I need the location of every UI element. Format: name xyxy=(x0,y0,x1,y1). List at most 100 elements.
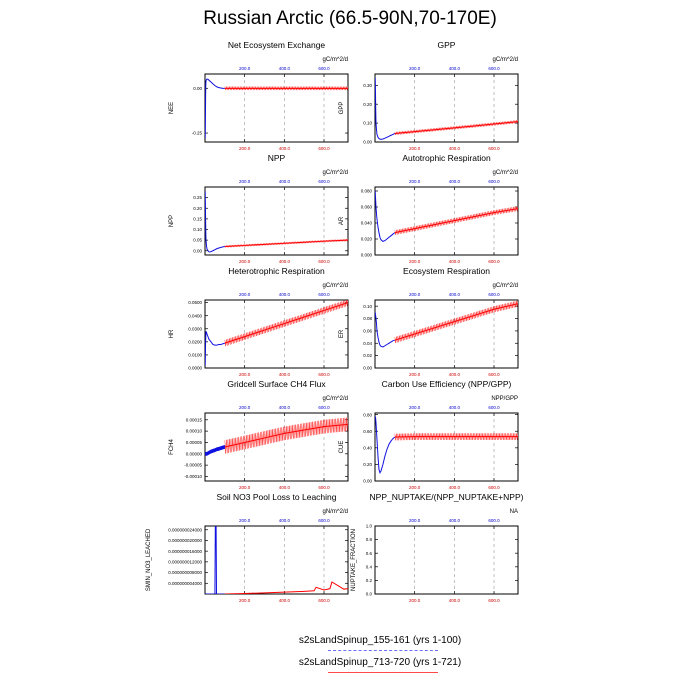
units-label: gC/m^2/d xyxy=(323,170,349,176)
x-tick-label-bottom: 600.0 xyxy=(488,598,500,603)
y-tick-label: 0.0500 xyxy=(188,300,202,305)
y-tick-label: 0.000000016000 xyxy=(168,549,202,554)
series-line-red xyxy=(224,581,348,594)
y-tick-label: 0.00 xyxy=(363,140,372,145)
x-tick-label-bottom: 600.0 xyxy=(318,146,330,151)
y-tick-label: 0.20 xyxy=(363,462,372,467)
x-tick-label-top: 600.0 xyxy=(488,179,500,184)
units-label: gC/m^2/d xyxy=(493,170,519,176)
x-tick-label-top: 600.0 xyxy=(318,405,330,410)
y-tick-label: 0.00 xyxy=(363,366,372,371)
x-tick-label-bottom: 600.0 xyxy=(318,598,330,603)
x-tick-label-top: 200.0 xyxy=(239,518,251,523)
plot-frame xyxy=(374,525,519,595)
x-tick-label-bottom: 400.0 xyxy=(279,372,291,377)
legend-label: s2sLandSpinup_713-720 (yrs 1-721) xyxy=(298,657,462,668)
units-label: gC/m^2/d xyxy=(323,57,349,63)
plot-frame xyxy=(204,299,349,369)
y-axis-label: CUE xyxy=(339,441,345,454)
x-tick-label-bottom: 400.0 xyxy=(279,598,291,603)
y-tick-label: 1.0 xyxy=(366,524,373,529)
series-band xyxy=(224,86,348,91)
x-tick-label-top: 400.0 xyxy=(279,179,291,184)
plot-frame xyxy=(374,412,519,482)
y-tick-label: 0.2 xyxy=(366,578,373,583)
y-tick-label: 0.02 xyxy=(363,353,372,358)
legend-swatch xyxy=(328,650,438,651)
y-tick-label: 0.06 xyxy=(363,329,372,334)
y-tick-label: 0.20 xyxy=(193,206,202,211)
y-tick-label: 0.000 xyxy=(361,253,373,258)
plot-frame xyxy=(374,186,519,256)
y-tick-label: 0.000000020000 xyxy=(168,538,202,543)
y-tick-label: 0.25 xyxy=(193,195,202,200)
y-tick-label: 0.80 xyxy=(363,412,372,417)
chart-title: Ecosystem Respiration xyxy=(403,266,490,276)
x-tick-label-bottom: 200.0 xyxy=(409,598,421,603)
x-tick-label-top: 600.0 xyxy=(318,518,330,523)
x-tick-label-bottom: 200.0 xyxy=(239,485,251,490)
x-tick-label-bottom: 200.0 xyxy=(239,598,251,603)
x-tick-label-top: 400.0 xyxy=(449,179,461,184)
x-tick-label-bottom: 400.0 xyxy=(279,485,291,490)
y-axis-label: AR xyxy=(339,216,345,225)
y-tick-label: 0.040 xyxy=(361,221,373,226)
y-tick-label: 0.020 xyxy=(361,237,373,242)
x-tick-label-bottom: 600.0 xyxy=(488,485,500,490)
x-tick-label-top: 400.0 xyxy=(449,405,461,410)
y-tick-label: 0.40 xyxy=(363,445,372,450)
x-tick-label-top: 200.0 xyxy=(409,66,421,71)
units-label: gC/m^2/d xyxy=(323,283,349,289)
x-tick-label-top: 600.0 xyxy=(488,405,500,410)
page-title: Russian Arctic (66.5-90N,70-170E) xyxy=(203,8,497,29)
y-tick-label: 0.8 xyxy=(366,537,373,542)
x-tick-label-top: 400.0 xyxy=(449,292,461,297)
chart-title: NPP_NUPTAKE/(NPP_NUPTAKE+NPP) xyxy=(370,492,524,502)
plot-frame xyxy=(204,186,349,256)
x-tick-label-bottom: 200.0 xyxy=(409,485,421,490)
y-tick-label: 0.000000008000 xyxy=(168,570,202,575)
series-line-blue xyxy=(205,331,225,366)
y-tick-label: -0.00005 xyxy=(184,463,202,468)
chart-title: Carbon Use Efficiency (NPP/GPP) xyxy=(382,379,512,389)
series-line-red xyxy=(224,423,348,448)
series-band xyxy=(205,445,226,456)
y-tick-label: 0.60 xyxy=(363,429,372,434)
y-tick-label: 0.15 xyxy=(193,216,202,221)
y-tick-label: 0.05 xyxy=(193,238,202,243)
y-tick-label: 0.000000024000 xyxy=(168,527,202,532)
x-tick-label-top: 600.0 xyxy=(318,66,330,71)
y-axis-label: ER xyxy=(339,329,345,338)
x-tick-label-bottom: 400.0 xyxy=(449,485,461,490)
plot-frame xyxy=(204,412,349,482)
series-band xyxy=(394,300,518,344)
x-tick-label-bottom: 200.0 xyxy=(239,372,251,377)
x-tick-label-bottom: 600.0 xyxy=(318,259,330,264)
series-line-blue xyxy=(205,446,225,455)
series-line-blue xyxy=(375,416,396,474)
units-label: gC/m^2/d xyxy=(493,57,519,63)
y-tick-label: 0.00010 xyxy=(186,429,203,434)
series-line-red xyxy=(394,303,518,341)
x-tick-label-bottom: 400.0 xyxy=(449,146,461,151)
chart-title: Soil NO3 Pool Loss to Leaching xyxy=(216,492,336,502)
x-tick-label-top: 400.0 xyxy=(449,518,461,523)
plot-frame xyxy=(374,73,519,143)
x-tick-label-top: 600.0 xyxy=(488,518,500,523)
y-axis-label: NEE xyxy=(169,102,175,114)
x-tick-label-bottom: 600.0 xyxy=(318,485,330,490)
legend-swatch xyxy=(328,672,438,673)
chart-title: Autotrophic Respiration xyxy=(402,153,491,163)
series-line-red xyxy=(394,208,518,234)
y-tick-label: 0.080 xyxy=(361,189,373,194)
x-tick-label-top: 600.0 xyxy=(488,66,500,71)
x-tick-label-top: 400.0 xyxy=(279,292,291,297)
series-line-red xyxy=(394,121,518,134)
series-line-blue xyxy=(375,312,395,348)
